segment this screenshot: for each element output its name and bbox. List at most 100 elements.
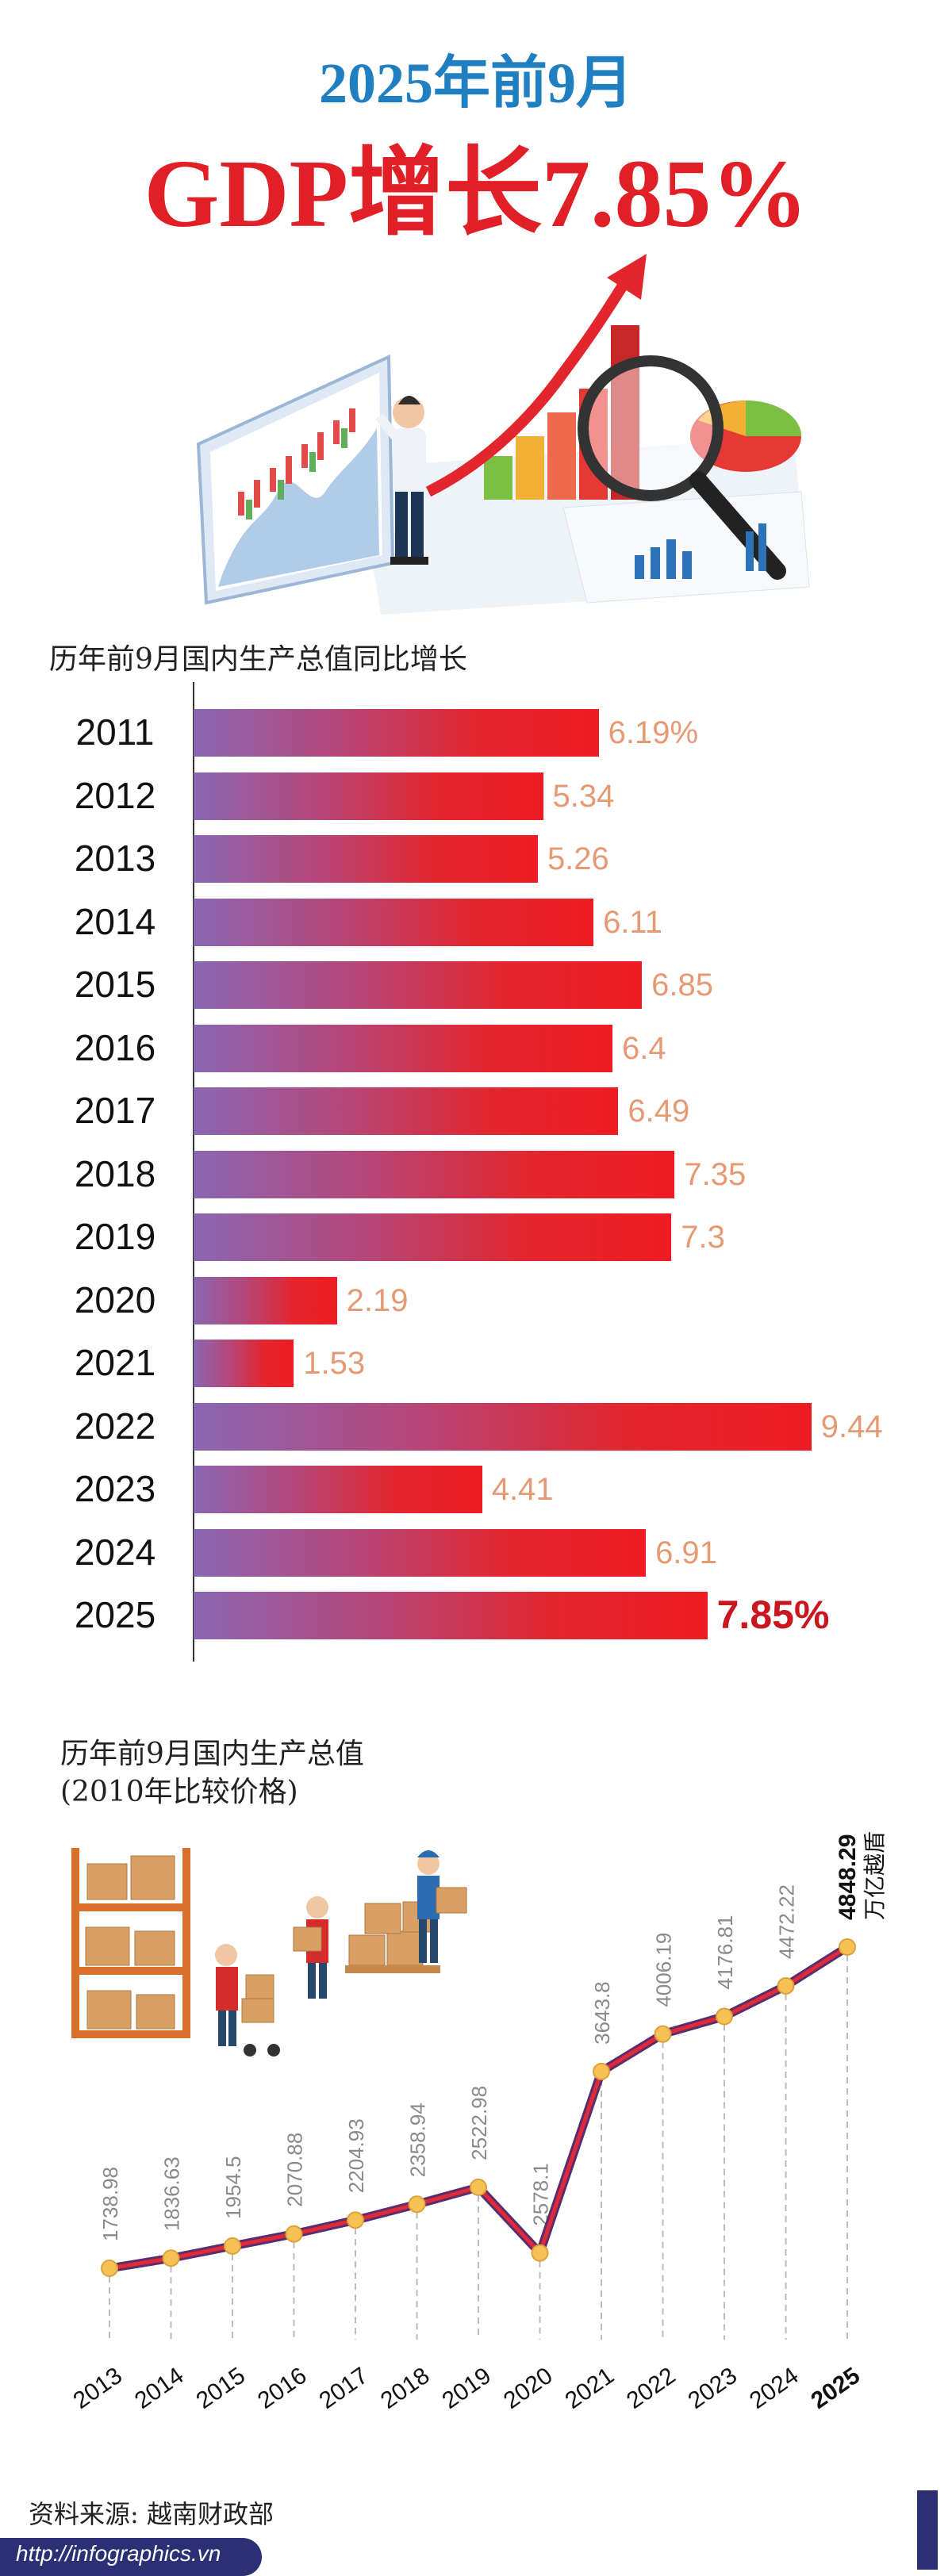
data-point-marker	[470, 2178, 487, 2196]
line-value-label: 4848.29	[835, 1834, 861, 1920]
page-title: GDP增长7.85%	[144, 140, 808, 247]
year-axis-label: 2016	[253, 2363, 312, 2414]
subtitle: 2025年前9月	[318, 52, 633, 115]
year-axis-label: 2023	[683, 2363, 742, 2414]
data-point-marker	[777, 1976, 795, 1995]
bar-value-label: 9.44	[820, 1409, 883, 1444]
year-axis-label: 2013	[68, 2363, 127, 2414]
bar-value-label: 6.11	[603, 904, 662, 940]
data-point-marker	[408, 2195, 426, 2214]
line-value-label: 4176.81	[713, 1915, 737, 1989]
year-axis-label: 2024	[745, 2363, 804, 2414]
url-link[interactable]: http://infographics.vn	[16, 2541, 221, 2566]
line-value-label: 2522.98	[467, 2086, 491, 2160]
year-label: 2017	[74, 1090, 156, 1131]
growth-bar	[194, 1592, 708, 1639]
year-axis-label: 2017	[314, 2363, 373, 2414]
year-label: 2021	[74, 1342, 156, 1383]
growth-bar	[194, 1276, 337, 1324]
data-point-marker	[285, 2225, 303, 2243]
line-value-label: 1836.63	[160, 2156, 184, 2231]
year-label: 2020	[74, 1278, 156, 1321]
growth-bar	[194, 1466, 482, 1513]
year-label: 2025	[74, 1594, 156, 1635]
year-label: 2015	[74, 964, 156, 1005]
year-label: 2022	[74, 1405, 156, 1447]
year-label: 2014	[74, 900, 156, 942]
bar-value-label: 7.3	[681, 1220, 725, 1255]
year-label: 2011	[75, 711, 155, 753]
bar-value-label: 6.4	[622, 1030, 666, 1066]
growth-bar-chart: 2011 6.19% 2012 5.34 2013 5.26 2014 6.11 2015 6.8…	[0, 682, 952, 1666]
publisher-logo	[917, 2490, 938, 2570]
year-label: 2024	[74, 1531, 156, 1573]
bar-value-label: 7.85%	[716, 1593, 830, 1637]
data-point-marker	[654, 2025, 672, 2043]
line-chart-subtitle: (2010年比较价格)	[60, 1776, 298, 1808]
year-label: 2016	[74, 1026, 156, 1068]
bar-value-label: 2.19	[346, 1282, 409, 1318]
data-point-marker	[716, 2007, 733, 2026]
growth-bar	[194, 835, 538, 883]
data-point-marker	[162, 2249, 180, 2267]
person-body	[393, 428, 426, 496]
year-axis-label: 2019	[437, 2363, 496, 2414]
year-axis-label: 2022	[622, 2363, 681, 2414]
bar-chart-title: 历年前9月国内生产总值同比增长	[49, 643, 467, 676]
data-point-marker	[839, 1938, 856, 1956]
line-value-label: 1738.98	[98, 2167, 122, 2241]
growth-bar	[194, 1213, 672, 1261]
line-value-label: 2204.93	[344, 2118, 368, 2193]
arrow-up-icon	[607, 254, 647, 300]
bar-value-label: 6.91	[655, 1535, 717, 1570]
bar-value-label: 4.41	[491, 1472, 554, 1507]
year-label: 2019	[74, 1216, 156, 1257]
source-note: 资料来源: 越南财政部	[29, 2499, 274, 2529]
data-point-marker	[593, 2062, 610, 2080]
year-label: 2018	[74, 1152, 156, 1194]
year-axis-label: 2021	[560, 2363, 619, 2414]
growth-bar	[194, 1528, 647, 1577]
unit-label: 万亿越盾	[862, 1831, 888, 1920]
bar-value-label: 7.35	[684, 1156, 747, 1192]
growth-bar	[194, 898, 594, 946]
gdp-line-chart: 1738.98 2013 1836.63 2014 1954.5 2015 2070.88 2…	[68, 1831, 888, 2414]
year-axis-label: 2018	[376, 2363, 435, 2414]
line-chart-title: 历年前9月国内生产总值	[60, 1738, 364, 1770]
year-label: 2012	[74, 774, 156, 816]
growth-bar	[194, 1024, 612, 1072]
year-axis-label: 2014	[130, 2363, 189, 2414]
year-label: 2023	[74, 1468, 156, 1509]
bar-value-label: 5.34	[552, 778, 615, 814]
analytics-illustration	[196, 254, 810, 615]
line-value-label: 1954.5	[221, 2156, 245, 2219]
growth-bar	[194, 961, 643, 1009]
year-axis-label: 2015	[191, 2363, 250, 2414]
area-graphic	[218, 428, 379, 587]
line-value-label: 2070.88	[283, 2133, 307, 2207]
bar-value-label: 6.19%	[608, 715, 699, 750]
data-point-marker	[101, 2260, 118, 2277]
line-value-label: 3643.8	[590, 1981, 614, 2045]
growth-bar	[194, 1150, 675, 1198]
paper-sheet-shape	[562, 491, 810, 604]
growth-bar	[194, 1340, 294, 1387]
bar-value-label: 6.85	[651, 968, 713, 1002]
data-point-marker	[347, 2211, 364, 2229]
bar-value-label: 6.49	[628, 1094, 690, 1129]
bar-value-label: 1.53	[303, 1346, 366, 1381]
growth-bar	[194, 1087, 619, 1135]
growth-bar	[194, 1402, 812, 1451]
warehouse-illustration	[71, 1848, 467, 2057]
line-value-label: 4472.22	[775, 1884, 799, 1959]
magnifier-icon	[578, 355, 724, 501]
data-point-marker	[224, 2237, 241, 2255]
growth-bar	[194, 709, 599, 757]
url-banner[interactable]: http://infographics.vn	[0, 2538, 262, 2576]
year-label: 2013	[74, 838, 156, 879]
growth-bar	[194, 772, 543, 820]
line-value-label: 4006.19	[652, 1933, 676, 2007]
year-axis-label: 2020	[499, 2363, 558, 2414]
data-point-marker	[531, 2244, 549, 2262]
